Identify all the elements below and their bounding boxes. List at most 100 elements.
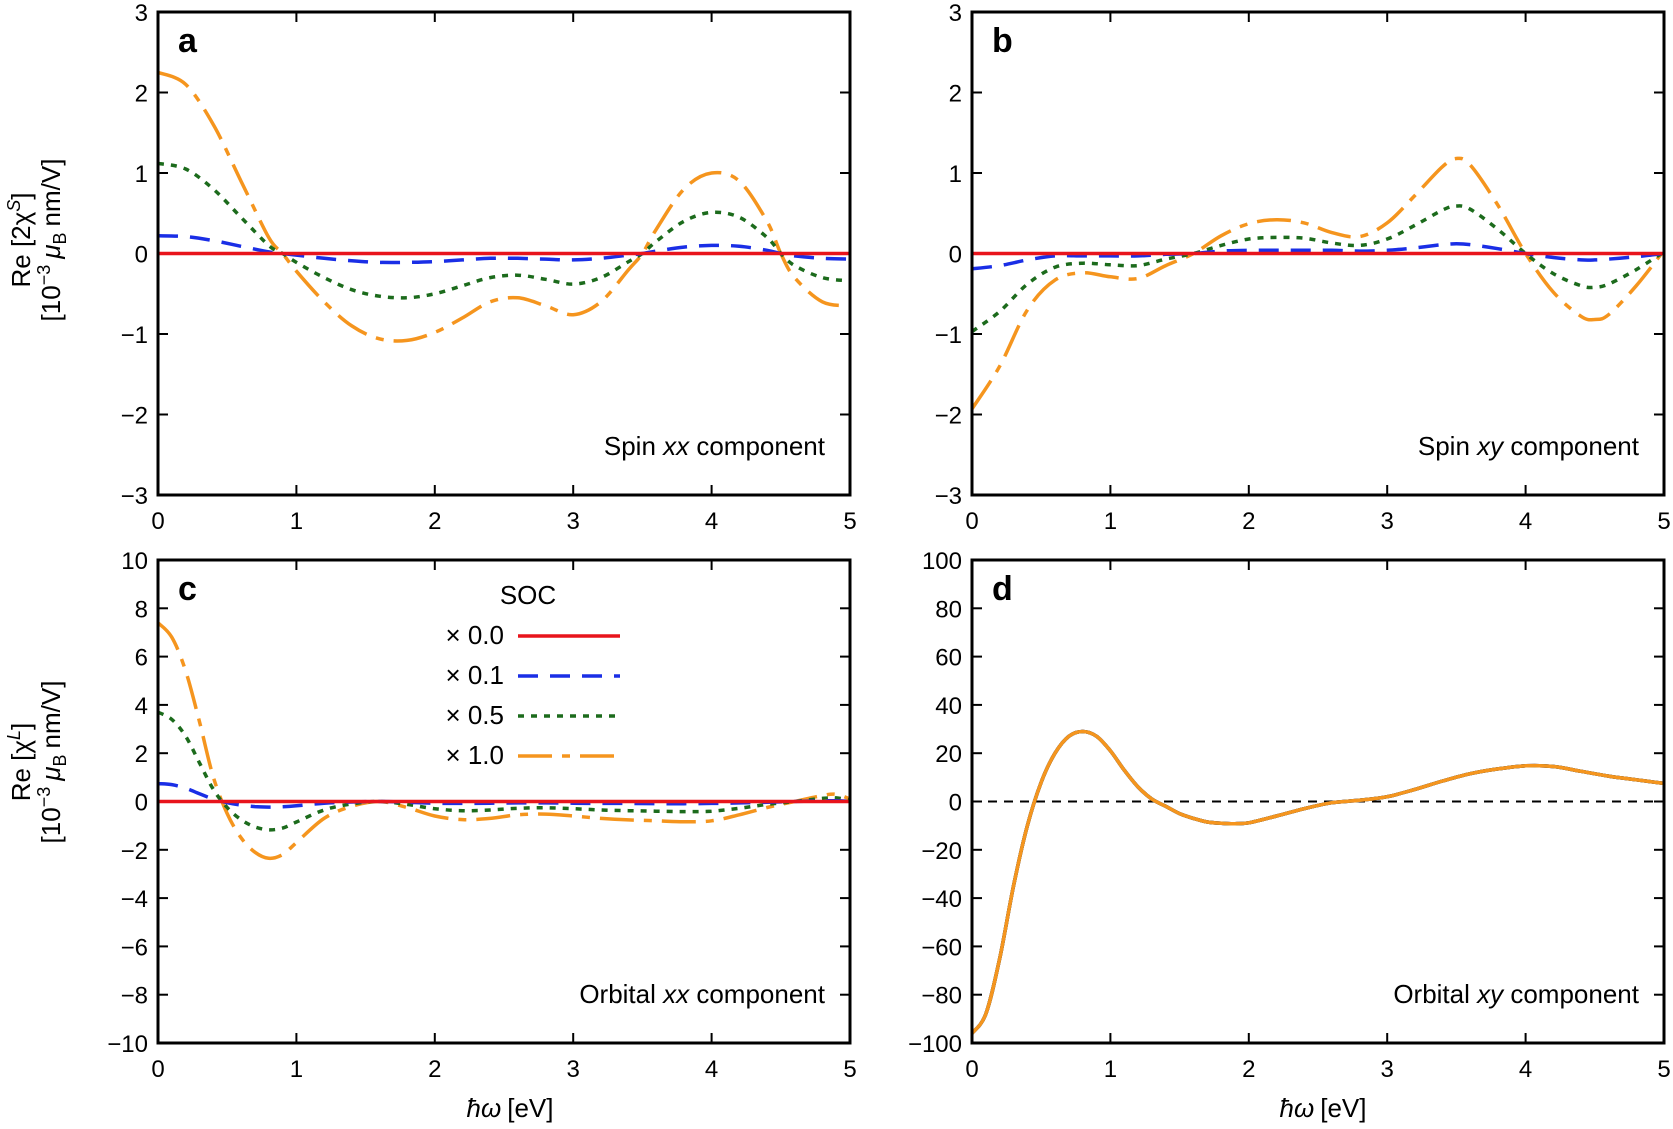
x-tick-label: 4	[1519, 508, 1532, 535]
legend-label-3: × 1.0	[445, 740, 504, 770]
x-tick-label: 3	[567, 508, 580, 535]
x-tick-label: 3	[567, 1056, 580, 1083]
y-tick-label: −40	[921, 886, 962, 913]
series-line-soc-1	[158, 781, 850, 809]
y-tick-label: 20	[935, 741, 962, 768]
x-tick-label: 5	[843, 508, 856, 535]
y-tick-label: −2	[121, 838, 148, 865]
ylabel-top: Re [2χS] [10−3μBnm/V]	[4, 159, 70, 322]
y-tick-label: 3	[135, 0, 148, 27]
x-tick-label: 0	[151, 508, 164, 535]
x-tick-label: 0	[151, 1056, 164, 1083]
panel-a: 0 1 2 3 4 5 −3 −2 −1 0 1 2 3 a Spin xx component	[121, 0, 857, 535]
x-tick-label: 2	[1242, 508, 1255, 535]
ylabel-bottom-units: [10−3μBnm/V]	[34, 681, 70, 844]
y-tick-label: 2	[135, 81, 148, 108]
panel-d: 0 1 2 3 4 5 −100 −80 −60 −40 −20 0 20 40 60 80 100 d Orbit…	[908, 548, 1671, 1083]
y-tick-label: −2	[121, 403, 148, 430]
y-tick-label: 2	[949, 81, 962, 108]
y-tick-label: 1	[135, 161, 148, 188]
panel-c: 0 1 2 3 4 5 −10 −8 −6 −4 −2 0 2 4 6 8 10 c Orbital xx comp…	[107, 548, 856, 1083]
y-tick-label: 1	[949, 161, 962, 188]
series-line-soc-3	[158, 621, 850, 861]
y-tick-label: −6	[121, 934, 148, 961]
x-tick-label: 5	[1657, 1056, 1670, 1083]
y-tick-label: −1	[121, 322, 148, 349]
y-tick-label: −3	[935, 483, 962, 510]
y-tick-label: −3	[121, 483, 148, 510]
legend-entry-2: × 0.5	[445, 700, 620, 730]
series-line-soc-3	[972, 156, 1664, 410]
panel-letter-b: b	[992, 22, 1013, 60]
x-tick-label: 1	[1104, 1056, 1117, 1083]
legend-label-1: × 0.1	[445, 660, 504, 690]
y-tick-label: −10	[107, 1031, 148, 1058]
x-tick-label: 3	[1381, 508, 1394, 535]
legend-entry-1: × 0.1	[445, 660, 620, 690]
legend-label-2: × 0.5	[445, 700, 504, 730]
y-tick-label: 10	[121, 548, 148, 575]
series-line-soc-2	[158, 710, 850, 832]
y-tick-label: 80	[935, 596, 962, 623]
y-tick-label: 3	[949, 0, 962, 27]
x-tick-label: 4	[705, 1056, 718, 1083]
y-tick-label: 0	[949, 242, 962, 269]
y-tick-label: −2	[935, 403, 962, 430]
x-tick-label: 0	[965, 508, 978, 535]
y-tick-label: 4	[135, 693, 148, 720]
series-line-soc-2	[972, 204, 1664, 334]
ylabel-bottom-main: Re [χL]	[4, 723, 36, 802]
x-tick-label: 5	[1657, 508, 1670, 535]
panel-annotation-d: Orbital xy component	[1393, 979, 1639, 1009]
y-tick-label: 40	[935, 693, 962, 720]
panel-letter-d: d	[992, 570, 1013, 608]
y-tick-label: 60	[935, 645, 962, 672]
y-tick-label: −60	[921, 934, 962, 961]
x-tick-label: 1	[290, 1056, 303, 1083]
y-tick-label: 6	[135, 645, 148, 672]
panel-annotation-b: Spin xy component	[1418, 431, 1640, 461]
y-tick-label: 0	[949, 790, 962, 817]
panel-annotation-a: Spin xx component	[604, 431, 826, 461]
series-line-soc-1	[972, 242, 1664, 271]
x-tick-label: 1	[1104, 508, 1117, 535]
x-tick-label: 4	[705, 508, 718, 535]
y-tick-label: −8	[121, 983, 148, 1010]
y-tick-label: 0	[135, 790, 148, 817]
ylabel-top-units: [10−3μBnm/V]	[34, 159, 70, 322]
series-line-soc-3	[972, 729, 1664, 1035]
x-tick-label: 4	[1519, 1056, 1532, 1083]
x-tick-label: 1	[290, 508, 303, 535]
x-tick-label: 2	[428, 508, 441, 535]
legend: SOC × 0.0 × 0.1 × 0.5 × 1.0	[445, 580, 620, 770]
y-tick-label: −80	[921, 983, 962, 1010]
legend-entry-0: × 0.0	[445, 620, 620, 650]
plot-frame	[156, 558, 852, 1045]
y-tick-label: −1	[935, 322, 962, 349]
plot-frame	[156, 10, 852, 497]
x-tick-label: 2	[428, 1056, 441, 1083]
plot-frame	[970, 558, 1666, 1045]
y-tick-label: −20	[921, 838, 962, 865]
series-line-soc-2	[158, 161, 850, 300]
ylabel-bottom: Re [χL] [10−3μBnm/V]	[4, 681, 70, 844]
legend-entry-3: × 1.0	[445, 740, 620, 770]
y-tick-label: −100	[908, 1031, 962, 1058]
panel-letter-a: a	[178, 22, 198, 60]
x-tick-label: 5	[843, 1056, 856, 1083]
x-tick-label: 3	[1381, 1056, 1394, 1083]
panel-letter-c: c	[178, 570, 197, 608]
series-line-soc-3	[158, 70, 850, 343]
x-tick-label: 0	[965, 1056, 978, 1083]
panel-annotation-c: Orbital xx component	[579, 979, 825, 1009]
legend-title: SOC	[500, 580, 556, 610]
xlabel-left: ħω [eV]	[467, 1093, 554, 1123]
x-tick-label: 2	[1242, 1056, 1255, 1083]
series-line-soc-1	[158, 234, 850, 265]
y-tick-label: 2	[135, 741, 148, 768]
plot-frame	[970, 10, 1666, 497]
y-tick-label: −4	[121, 886, 148, 913]
y-tick-label: 8	[135, 596, 148, 623]
